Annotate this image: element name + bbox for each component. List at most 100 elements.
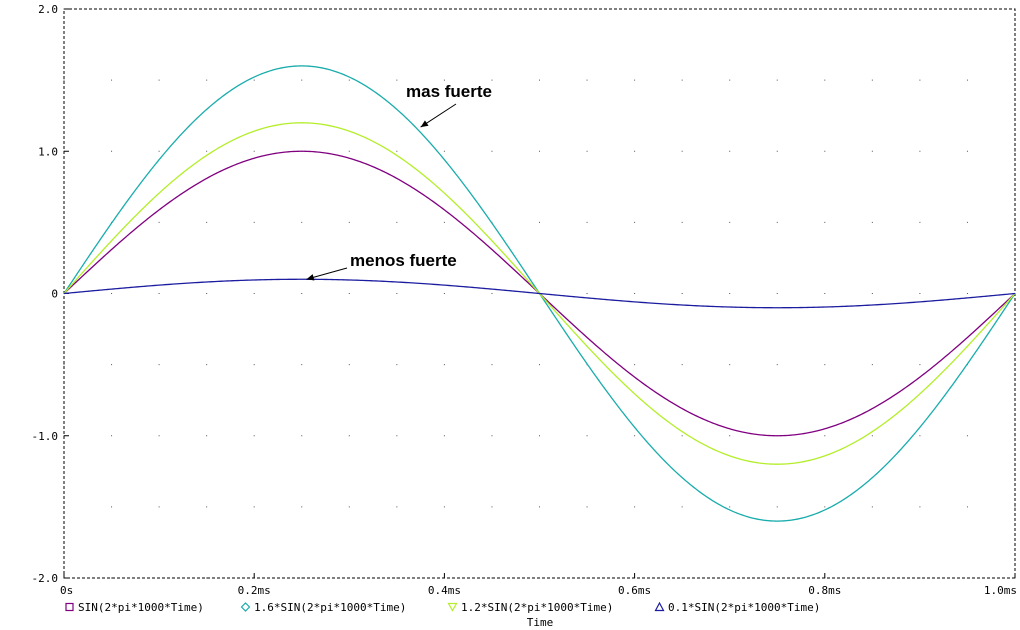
grid-dot — [871, 435, 873, 437]
grid-dot — [206, 293, 208, 294]
grid-dot — [206, 506, 208, 508]
grid-dot — [586, 79, 588, 81]
annotation-mas-label: mas fuerte — [406, 82, 492, 101]
grid-dot — [301, 506, 303, 508]
grid-dot — [443, 506, 445, 508]
grid-dot — [206, 435, 208, 437]
grid-dot — [539, 221, 540, 223]
y-tick-label: -2.0 — [32, 572, 59, 585]
y-tick-label: 0 — [51, 288, 58, 301]
annotation-mas-arrowhead — [420, 120, 429, 128]
grid-dot — [824, 79, 826, 81]
grid-dot — [396, 435, 398, 437]
grid-dot — [443, 150, 445, 152]
grid-dot — [871, 79, 873, 81]
grid-dot — [348, 221, 350, 223]
legend-marker-1-6-sin-2-pi-1000-time — [240, 602, 251, 612]
grid-dot — [253, 435, 255, 437]
grid-dot — [301, 364, 303, 366]
grid-dot — [348, 79, 350, 81]
grid-dot — [966, 8, 968, 10]
grid-dot — [681, 293, 683, 294]
grid-dot — [1014, 506, 1016, 508]
grid-dot — [586, 221, 588, 223]
grid-dot — [966, 506, 968, 508]
grid-dot — [111, 577, 113, 579]
grid-dot — [776, 8, 778, 10]
grid-dot — [634, 435, 636, 437]
grid-dot — [206, 79, 208, 81]
grid-dot — [966, 293, 968, 294]
grid-dot — [586, 506, 588, 508]
grid-dot — [776, 364, 778, 366]
legend-label-sin-2-pi-1000-time: SIN(2*pi*1000*Time) — [78, 601, 204, 614]
grid-dot — [301, 79, 303, 81]
grid-dot — [776, 79, 778, 81]
grid-dot — [634, 79, 636, 81]
y-tick-label: -1.0 — [32, 430, 59, 443]
grid-dot — [586, 435, 588, 437]
grid-dot — [966, 79, 968, 81]
grid-dot — [1014, 221, 1016, 223]
grid-dot — [634, 150, 636, 152]
grid-dot — [776, 506, 778, 508]
grid-dot — [63, 79, 65, 81]
x-axis-label: Time — [527, 616, 554, 629]
grid-dot — [206, 577, 208, 579]
grid-dot — [348, 435, 350, 437]
grid-dot — [348, 506, 350, 508]
x-tick-label: 0.4ms — [428, 584, 461, 597]
grid-dot — [586, 150, 588, 152]
grid-dot — [111, 364, 113, 366]
grid-dot — [396, 221, 398, 223]
grid-dot — [966, 221, 968, 223]
grid-dot — [158, 506, 160, 508]
grid-dot — [681, 79, 683, 81]
legend-label-1-6-sin-2-pi-1000-time: 1.6*SIN(2*pi*1000*Time) — [254, 601, 406, 614]
grid-dot — [253, 150, 255, 152]
x-tick-label: 0.2ms — [238, 584, 271, 597]
grid-dot — [824, 293, 826, 294]
grid-dot — [729, 435, 731, 437]
grid-dot — [443, 79, 445, 81]
x-tick-label: 1.0ms — [984, 584, 1017, 597]
grid-dot — [396, 150, 398, 152]
legend-marker-0-1-sin-2-pi-1000-time — [654, 601, 665, 612]
grid-dot — [443, 221, 445, 223]
x-tick-label: 0s — [60, 584, 73, 597]
grid-dot — [729, 221, 731, 223]
grid-dot — [253, 221, 255, 223]
x-tick-label: 0.8ms — [808, 584, 841, 597]
grid-dot — [966, 435, 968, 437]
grid-dot — [111, 293, 113, 294]
grid-dot — [111, 79, 113, 81]
grid-dot — [491, 79, 493, 81]
grid-dot — [586, 293, 588, 294]
series-line-0-1-sin-2-pi-1000-time — [63, 278, 1016, 309]
grid-dot — [729, 364, 731, 366]
grid-dot — [206, 364, 208, 366]
grid-dot — [539, 364, 540, 366]
grid-dot — [824, 435, 826, 437]
grid-dot — [681, 435, 683, 437]
grid-dot — [158, 79, 160, 81]
legend-label-0-1-sin-2-pi-1000-time: 0.1*SIN(2*pi*1000*Time) — [668, 601, 820, 614]
grid-dot — [729, 150, 731, 152]
grid-dot — [634, 364, 636, 366]
legend-marker-1-2-sin-2-pi-1000-time — [447, 602, 458, 612]
grid-dot — [824, 506, 826, 508]
grid-dot — [634, 293, 636, 294]
grid-dot — [681, 364, 683, 366]
grid-dot — [396, 364, 398, 366]
grid-dot — [919, 293, 921, 294]
grid-dot — [253, 293, 255, 294]
grid-dot — [206, 221, 208, 223]
grid-dot — [443, 364, 445, 366]
series-lines — [63, 65, 1016, 522]
grid-dot — [776, 293, 778, 294]
grid-dot — [111, 506, 113, 508]
grid-dot — [729, 79, 731, 81]
grid-dot — [396, 79, 398, 81]
grid-dot — [301, 577, 303, 579]
grid-dot — [158, 293, 160, 294]
